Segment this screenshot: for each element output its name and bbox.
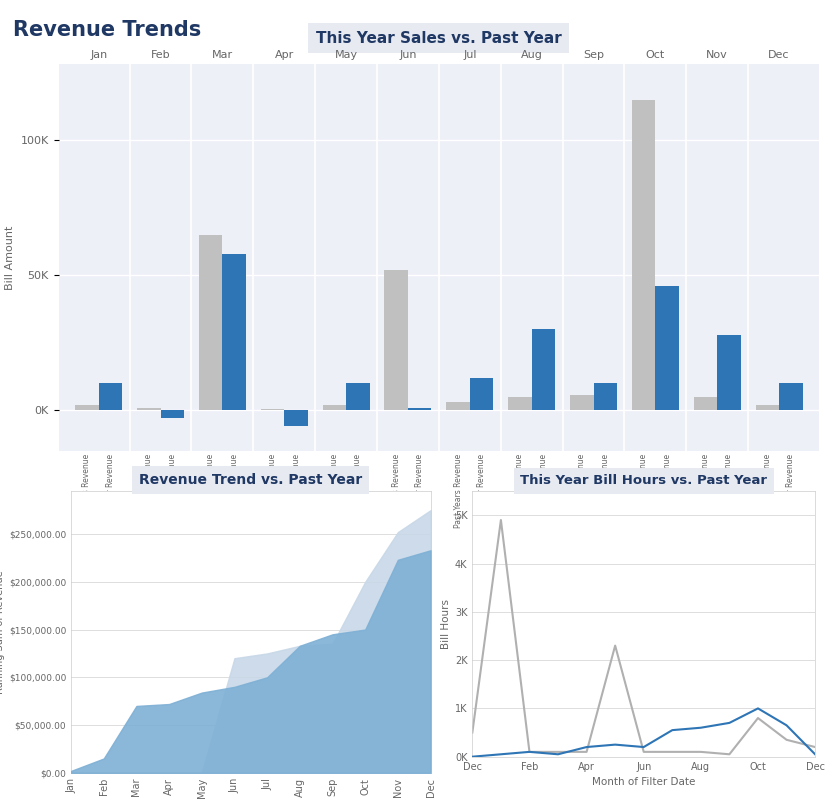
Bar <box>346 383 370 411</box>
Bar <box>779 383 803 411</box>
Bar <box>717 335 741 411</box>
Bar <box>532 329 555 411</box>
Bar <box>508 397 532 411</box>
Bar <box>470 378 493 411</box>
Text: Revenue Trends: Revenue Trends <box>13 20 201 40</box>
Bar <box>261 409 284 411</box>
Bar <box>323 405 346 411</box>
X-axis label: Month of Filter Date: Month of Filter Date <box>592 777 696 787</box>
Bar <box>408 407 431 411</box>
Title: This Year Bill Hours vs. Past Year: This Year Bill Hours vs. Past Year <box>520 474 767 487</box>
Bar <box>756 405 779 411</box>
Title: Revenue Trend vs. Past Year: Revenue Trend vs. Past Year <box>139 473 363 487</box>
Title: This Year Sales vs. Past Year: This Year Sales vs. Past Year <box>316 31 562 46</box>
Bar <box>199 234 222 411</box>
Bar <box>655 286 679 411</box>
Bar <box>284 411 308 427</box>
Bar <box>446 402 470 411</box>
Bar <box>99 383 122 411</box>
Y-axis label: Bill Hours: Bill Hours <box>441 599 451 649</box>
Bar <box>75 405 99 411</box>
Bar <box>161 411 184 419</box>
Bar <box>694 397 717 411</box>
Bar <box>632 100 655 411</box>
Bar <box>570 395 594 411</box>
Bar <box>594 383 617 411</box>
Bar <box>222 254 246 411</box>
Bar <box>137 407 161 411</box>
Y-axis label: Bill Amount: Bill Amount <box>5 225 15 290</box>
Bar <box>385 270 408 411</box>
Y-axis label: Running Sum of Revenue: Running Sum of Revenue <box>0 570 5 694</box>
